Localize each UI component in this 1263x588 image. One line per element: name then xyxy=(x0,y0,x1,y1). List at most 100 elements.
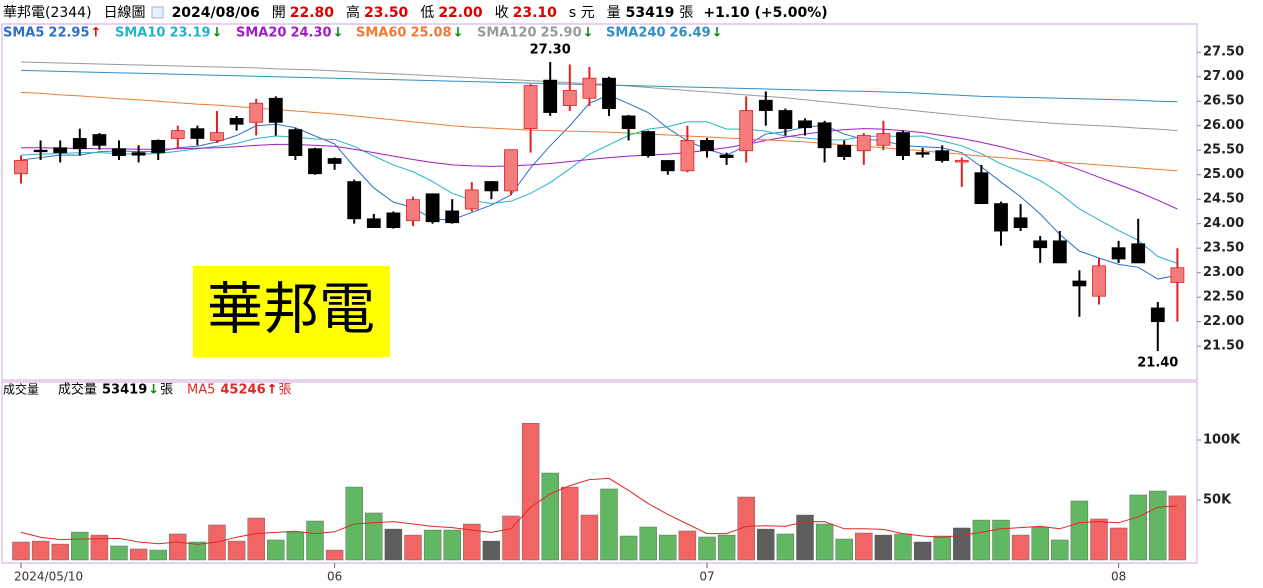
volume-bar xyxy=(423,529,442,561)
candle-body xyxy=(523,85,538,130)
legend-name: SMA5 xyxy=(3,26,44,41)
checkbox-icon[interactable] xyxy=(151,6,164,19)
candle-body xyxy=(543,79,558,113)
date: 2024/08/06 xyxy=(172,5,260,21)
y-tick-label: 27.50 xyxy=(1203,45,1244,60)
candle-body xyxy=(112,148,126,157)
y-tick-label: 26.00 xyxy=(1203,118,1244,133)
candle-body xyxy=(386,212,401,229)
candle-body xyxy=(817,122,832,149)
x-tick-label: 2024/05/10 xyxy=(14,570,83,584)
volume-bar xyxy=(894,533,912,561)
volume-bar xyxy=(71,531,89,561)
candle-body xyxy=(72,138,87,150)
candle-body xyxy=(1150,307,1165,323)
volume-bar xyxy=(972,519,991,561)
volume-bar xyxy=(169,533,187,561)
volume-bar xyxy=(365,512,383,561)
volume-bar xyxy=(757,528,775,561)
candle-body xyxy=(876,133,891,146)
volume-bar xyxy=(1031,526,1049,561)
legend-name: MA5 xyxy=(187,383,215,398)
candle-body xyxy=(210,132,224,141)
volume-bar xyxy=(502,515,520,561)
candle-body xyxy=(856,135,871,152)
candle-body xyxy=(974,172,989,205)
candle-body xyxy=(778,110,793,130)
label-box-text: 華邦電 xyxy=(207,278,375,343)
volume-bar xyxy=(600,488,618,561)
x-tick-label: 07 xyxy=(699,570,714,584)
legend-value: 25.08 xyxy=(410,26,451,41)
y-tick-label: 25.00 xyxy=(1203,167,1244,182)
volume-bar xyxy=(874,534,893,561)
legend-arrow: ↓ xyxy=(453,26,464,41)
candle-body xyxy=(151,140,166,154)
candle-body xyxy=(837,144,852,157)
y-tick-label: 22.50 xyxy=(1203,290,1244,305)
y-tick-label: 24.50 xyxy=(1203,192,1244,207)
period: 日線圖 xyxy=(104,5,146,21)
y-tick-label: 25.50 xyxy=(1203,143,1244,158)
candle-body xyxy=(464,189,479,210)
legend-name: SMA60 xyxy=(356,26,406,41)
field-label: 收 xyxy=(495,5,509,21)
volume-bar xyxy=(698,536,716,561)
ma-line xyxy=(20,91,1178,172)
volume-bar xyxy=(953,527,971,561)
legend-arrow: ↑ xyxy=(267,383,278,398)
volume-bar xyxy=(678,530,697,561)
candle-body xyxy=(602,77,616,109)
volume-bar xyxy=(913,541,932,561)
field-value: 22.80 xyxy=(290,5,335,21)
candle-body xyxy=(1092,265,1106,297)
volume-bar xyxy=(541,472,559,561)
candle-body xyxy=(504,149,518,192)
y-tick-label: 21.50 xyxy=(1203,339,1244,354)
field-label: 開 xyxy=(272,5,286,21)
volume-bar xyxy=(482,540,501,561)
volume-bar xyxy=(1168,495,1187,561)
volume-bar xyxy=(835,538,853,561)
legend-arrow: ↓ xyxy=(212,26,223,41)
x-tick-label: 06 xyxy=(327,570,342,584)
y-tick-label: 22.00 xyxy=(1203,314,1244,329)
x-tick-label: 08 xyxy=(1111,570,1126,584)
candle-body xyxy=(190,128,205,139)
volume-bar xyxy=(815,523,834,561)
candle-body xyxy=(798,120,812,129)
candle-body xyxy=(700,140,714,152)
candle-body xyxy=(1111,247,1126,260)
y-tick-label: 50K xyxy=(1203,493,1232,508)
volume-bar xyxy=(1149,490,1167,561)
candle-body xyxy=(170,130,185,139)
candle-body xyxy=(954,160,969,163)
candle-body xyxy=(229,117,244,125)
y-tick-label: 23.00 xyxy=(1203,265,1244,280)
legend-name: SMA20 xyxy=(236,26,286,41)
volume-bar xyxy=(463,523,481,561)
candle-body xyxy=(935,150,950,161)
volume-ma-line xyxy=(20,477,1178,545)
y-tick-label: 100K xyxy=(1203,433,1241,448)
volume-bar xyxy=(267,539,285,561)
legend-value: 25.90 xyxy=(541,26,582,41)
field-label: 低 xyxy=(420,5,434,21)
volume-bar xyxy=(384,528,403,561)
candle-body xyxy=(484,181,499,192)
candle-body xyxy=(1131,243,1146,264)
change: +1.10 (+5.00%) xyxy=(703,5,827,21)
volume-bar xyxy=(1109,527,1128,561)
volume-bar xyxy=(247,517,265,561)
volume-bar xyxy=(737,496,755,561)
volume-bar xyxy=(776,533,795,561)
volume-bar xyxy=(443,529,461,561)
ma-line xyxy=(20,61,1178,132)
candle-body xyxy=(14,160,28,175)
volume-bar xyxy=(992,519,1010,561)
legend-unit: 張 xyxy=(160,383,173,398)
volume-bar xyxy=(561,486,579,561)
volume-bar xyxy=(1051,539,1069,561)
